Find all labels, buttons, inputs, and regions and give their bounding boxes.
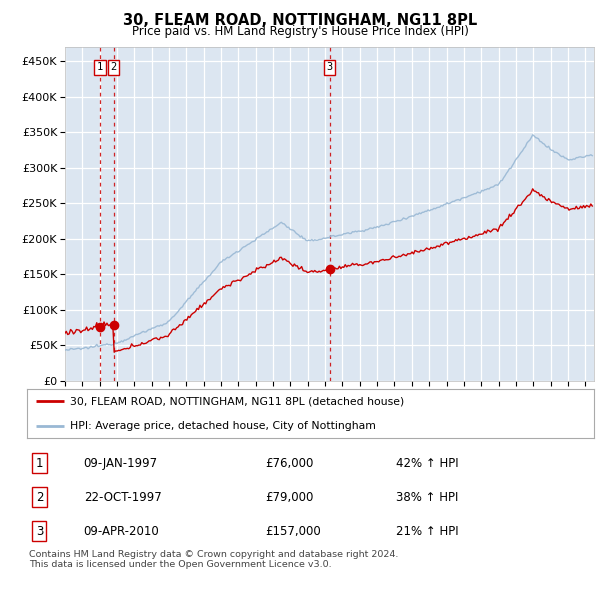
Text: 38% ↑ HPI: 38% ↑ HPI xyxy=(395,491,458,504)
Text: 30, FLEAM ROAD, NOTTINGHAM, NG11 8PL (detached house): 30, FLEAM ROAD, NOTTINGHAM, NG11 8PL (de… xyxy=(70,396,404,407)
Text: Contains HM Land Registry data © Crown copyright and database right 2024.
This d: Contains HM Land Registry data © Crown c… xyxy=(29,550,398,569)
Text: 09-APR-2010: 09-APR-2010 xyxy=(84,525,160,538)
Text: 21% ↑ HPI: 21% ↑ HPI xyxy=(395,525,458,538)
Text: 3: 3 xyxy=(326,62,333,72)
Text: 42% ↑ HPI: 42% ↑ HPI xyxy=(395,457,458,470)
Text: 2: 2 xyxy=(110,62,116,72)
Text: Price paid vs. HM Land Registry's House Price Index (HPI): Price paid vs. HM Land Registry's House … xyxy=(131,25,469,38)
Text: 09-JAN-1997: 09-JAN-1997 xyxy=(84,457,158,470)
Text: £157,000: £157,000 xyxy=(265,525,321,538)
Text: 1: 1 xyxy=(97,62,103,72)
Text: 30, FLEAM ROAD, NOTTINGHAM, NG11 8PL: 30, FLEAM ROAD, NOTTINGHAM, NG11 8PL xyxy=(123,13,477,28)
Text: £76,000: £76,000 xyxy=(265,457,314,470)
Text: 2: 2 xyxy=(36,491,43,504)
Text: 22-OCT-1997: 22-OCT-1997 xyxy=(84,491,161,504)
Text: £79,000: £79,000 xyxy=(265,491,314,504)
Text: 1: 1 xyxy=(36,457,43,470)
Text: HPI: Average price, detached house, City of Nottingham: HPI: Average price, detached house, City… xyxy=(70,421,376,431)
Text: 3: 3 xyxy=(36,525,43,538)
